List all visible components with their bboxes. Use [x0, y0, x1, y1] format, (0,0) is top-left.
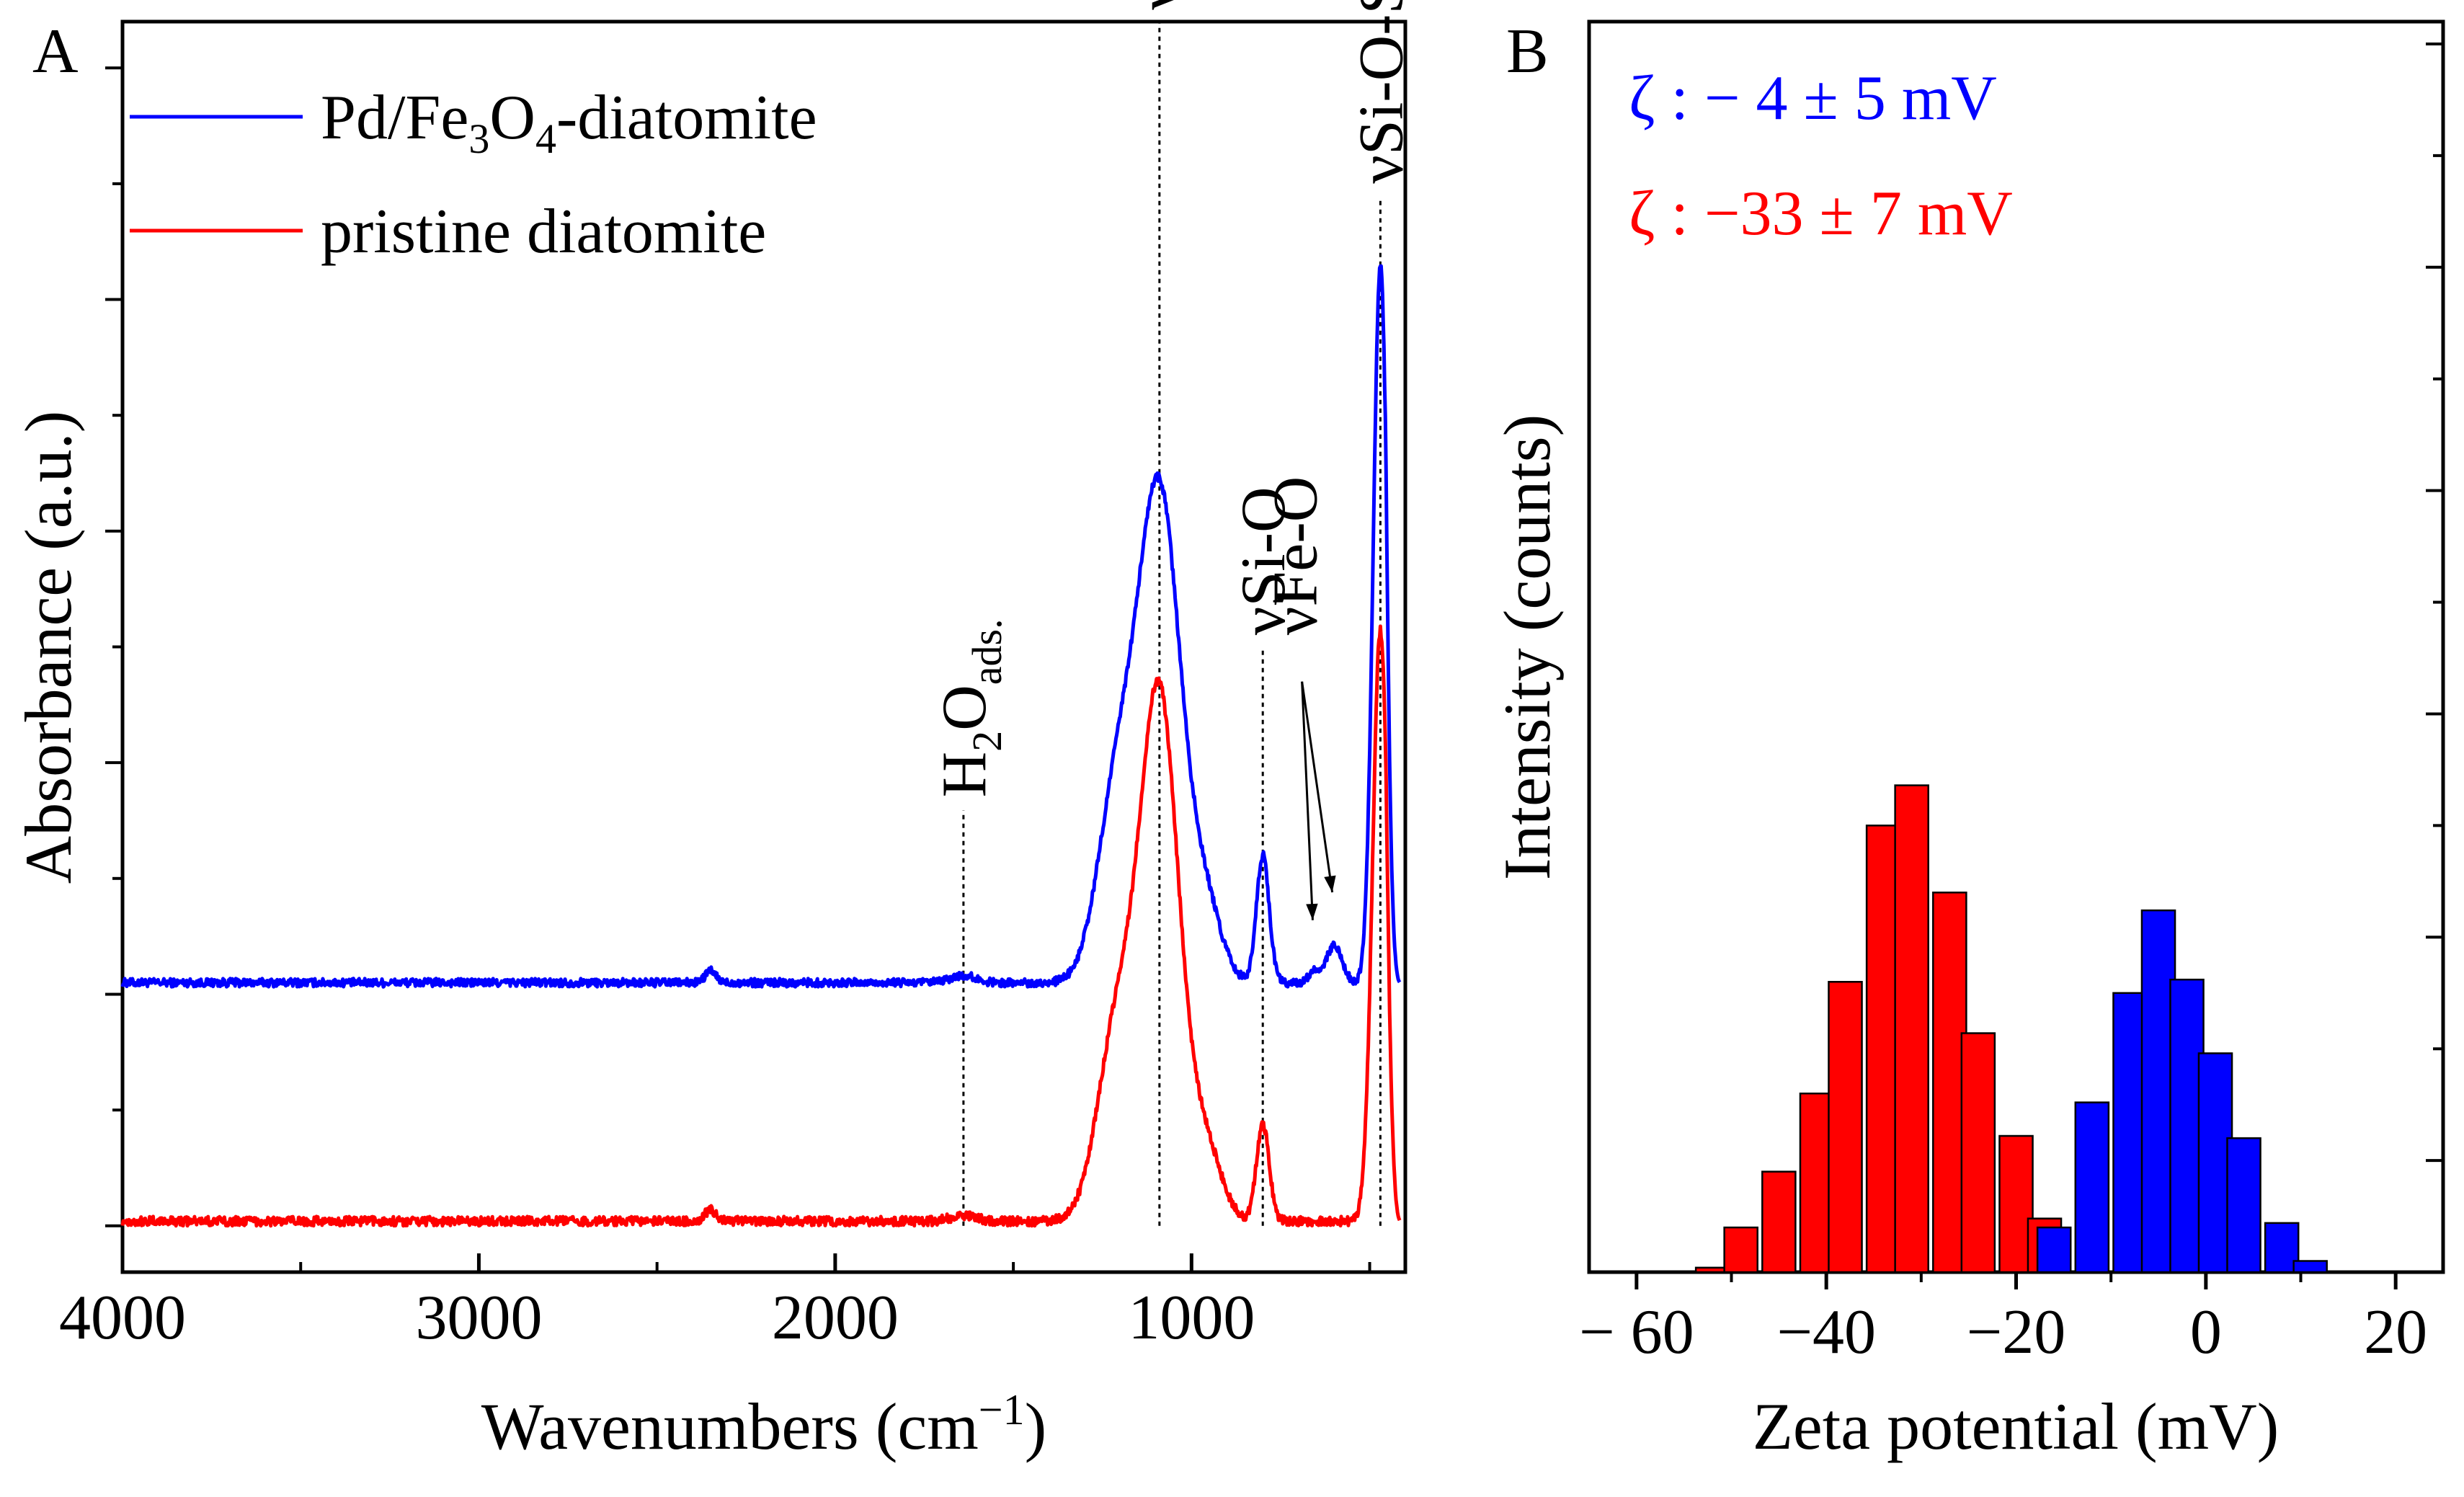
histogram-bar — [2036, 1226, 2072, 1274]
x-tick-label: −20 — [1967, 1297, 2066, 1367]
panel-b-y-ticks — [2426, 42, 2443, 1274]
x-tick-label: 2000 — [772, 1283, 899, 1353]
panel-a-y-axis-label: Absorbance (a.u.) — [12, 411, 85, 884]
panel-a-y-ticks — [105, 66, 123, 1227]
x-tick-label: 1000 — [1128, 1283, 1255, 1353]
spectrum-line — [120, 264, 1402, 989]
panel-a-x-ticks: 4000 3000 2000 1000 — [59, 1253, 1371, 1353]
panel-b-x-axis-label: Zeta potential (mV) — [1753, 1390, 2280, 1463]
panel-b-y-axis-label: Intensity (counts) — [1490, 414, 1564, 880]
histogram-bar — [2074, 1101, 2110, 1274]
panel-label-a: A — [32, 17, 79, 86]
x-tick-label: −40 — [1776, 1297, 1876, 1367]
fe-o-arrowhead — [1324, 875, 1336, 893]
panel-a-legend: Pd/Fe3O4-diatomite pristine diatomite — [130, 83, 817, 267]
histogram-bar — [1723, 1226, 1758, 1274]
spectrum-line — [120, 624, 1402, 1228]
annotation-label: H2Oads. — [930, 618, 1010, 797]
annotation-label: νFe-O — [1261, 476, 1331, 636]
fe-o-arrow — [1301, 681, 1334, 893]
histogram-bar — [1960, 1032, 1996, 1274]
histogram-bar — [1761, 1170, 1797, 1274]
zeta-annotation-blue: ζ : − 4 ± 5 mV — [1629, 63, 1997, 133]
x-tick-label: − 60 — [1579, 1297, 1694, 1367]
x-tick-label: 4000 — [59, 1283, 186, 1353]
histogram-bar — [2292, 1260, 2328, 1274]
annotation-label: νSi-O-Si — [1346, 0, 1416, 184]
legend-label-blue: Pd/Fe3O4-diatomite — [321, 83, 817, 162]
panel-b-bars — [1694, 784, 2328, 1274]
histogram-bar — [1828, 980, 1863, 1274]
x-tick-label: 3000 — [415, 1283, 542, 1353]
histogram-bar — [1894, 784, 1929, 1274]
fe-o-arrow — [1301, 681, 1314, 920]
x-tick-label: 0 — [2190, 1297, 2222, 1367]
legend-label-red: pristine diatomite — [321, 197, 766, 267]
panel-a-series — [120, 264, 1402, 1228]
histogram-bar — [1998, 1134, 2034, 1274]
panel-label-b: B — [1506, 17, 1549, 86]
panel-a-x-axis-label: Wavenumbers (cm−1) — [481, 1386, 1046, 1463]
x-tick-label: 20 — [2364, 1297, 2427, 1367]
panel-b: B − 60 −40 −20 0 20 ζ : − 4 ± 5 mV ζ : −33 ±… — [1490, 17, 2445, 1463]
zeta-annotation-red: ζ : −33 ± 7 mV — [1629, 179, 2013, 249]
panel-b-x-ticks: − 60 −40 −20 0 20 — [1579, 1272, 2427, 1367]
histogram-bar — [2226, 1137, 2261, 1274]
annotation-label: νSi-O — [1229, 487, 1299, 635]
fe-o-arrowhead — [1306, 903, 1318, 920]
annotation-label: νSi-O — [1126, 0, 1196, 10]
